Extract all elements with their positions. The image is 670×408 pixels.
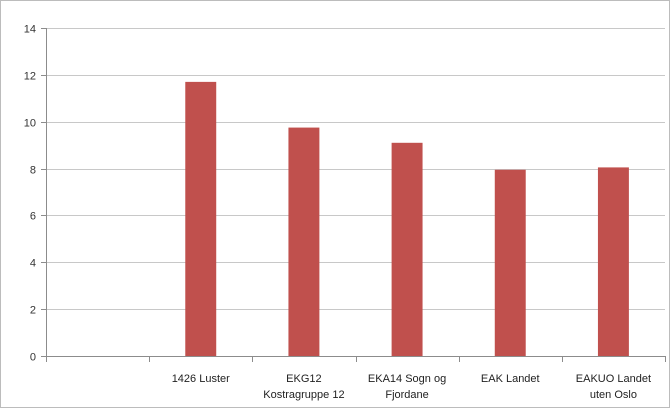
x-tick-label: 1426 Luster <box>172 373 230 385</box>
y-axis-ticks: 0 2 4 6 8 10 12 14 <box>24 24 46 364</box>
bars <box>185 81 629 356</box>
bar <box>494 169 526 356</box>
x-tick-label: EKG12 <box>286 373 321 385</box>
y-tick-label: 6 <box>30 211 36 223</box>
bar <box>288 127 320 356</box>
y-tick-label: 0 <box>30 352 36 364</box>
x-tick-label: EAK Landet <box>481 373 540 385</box>
gridlines <box>46 28 665 357</box>
y-tick-label: 12 <box>24 71 36 83</box>
x-tick-label: uten Oslo <box>590 389 637 401</box>
x-tick-label: Kostragruppe 12 <box>263 389 344 401</box>
bar <box>597 167 629 356</box>
y-tick-label: 10 <box>24 118 36 130</box>
bar <box>391 142 423 356</box>
x-tick-label: Fjordane <box>385 389 428 401</box>
y-tick-label: 2 <box>30 305 36 317</box>
y-tick-label: 14 <box>24 24 36 36</box>
x-tick-label: EAKUO Landet <box>576 373 651 385</box>
y-tick-label: 8 <box>30 165 36 177</box>
x-tick-label: EKA14 Sogn og <box>368 373 446 385</box>
y-tick-label: 4 <box>30 258 36 270</box>
bar <box>185 81 217 356</box>
x-axis-labels: 1426 Luster EKG12 Kostragruppe 12 EKA14 Sog… <box>172 373 651 401</box>
x-axis <box>46 28 666 362</box>
